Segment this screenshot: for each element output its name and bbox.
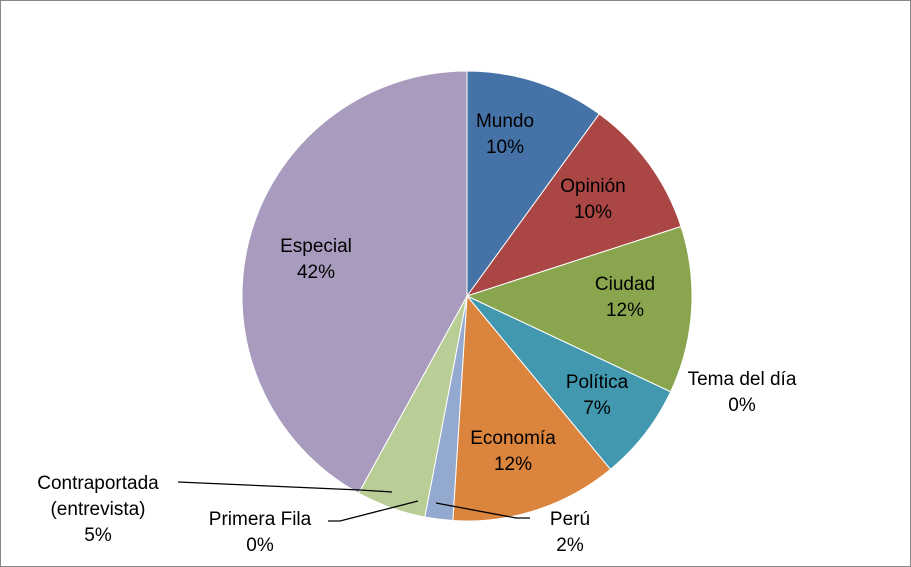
slice-label: Ciudad 12% (595, 272, 655, 324)
value-label: 12% (605, 300, 645, 321)
slice-label: Opinión 10% (560, 174, 626, 226)
category-label: Economía (470, 428, 556, 449)
value-label: 0% (728, 395, 756, 416)
slice-label: Tema del día 0% (688, 367, 797, 419)
slice-label: Primera Fila 0% (209, 507, 311, 559)
slice-label: Mundo 10% (476, 109, 534, 161)
category-label: Contraportada (entrevista) (37, 473, 159, 520)
leader-line (177, 481, 393, 493)
pie-slice (466, 70, 600, 298)
pie-slice (465, 225, 693, 393)
slice-label: Perú 2% (550, 507, 590, 559)
value-label: 42% (296, 262, 336, 283)
value-label: 2% (556, 535, 584, 556)
category-label: Tema del día (687, 369, 797, 390)
category-label: Especial (280, 236, 352, 257)
category-label: Política (565, 372, 629, 393)
value-label: 10% (485, 137, 525, 158)
category-label: Mundo (475, 111, 535, 132)
pie-slice (241, 70, 468, 494)
slice-label: Economía 12% (470, 426, 556, 478)
slice-label: Política 7% (566, 370, 628, 422)
value-label: 0% (246, 535, 274, 556)
pie-slice (465, 113, 682, 297)
slice-label: Contraportada (entrevista) 5% (23, 471, 173, 549)
leader-line (328, 500, 419, 522)
value-label: 12% (493, 454, 533, 475)
category-label: Opinión (560, 176, 626, 197)
pie-slice (452, 294, 612, 522)
value-label: 7% (583, 398, 611, 419)
category-label: Ciudad (594, 274, 656, 295)
value-label: 5% (84, 525, 112, 546)
slice-label: Especial 42% (280, 234, 352, 286)
value-label: 10% (573, 202, 613, 223)
category-label: Perú (549, 509, 591, 530)
category-label: Primera Fila (208, 509, 312, 530)
leader-line (435, 502, 530, 519)
